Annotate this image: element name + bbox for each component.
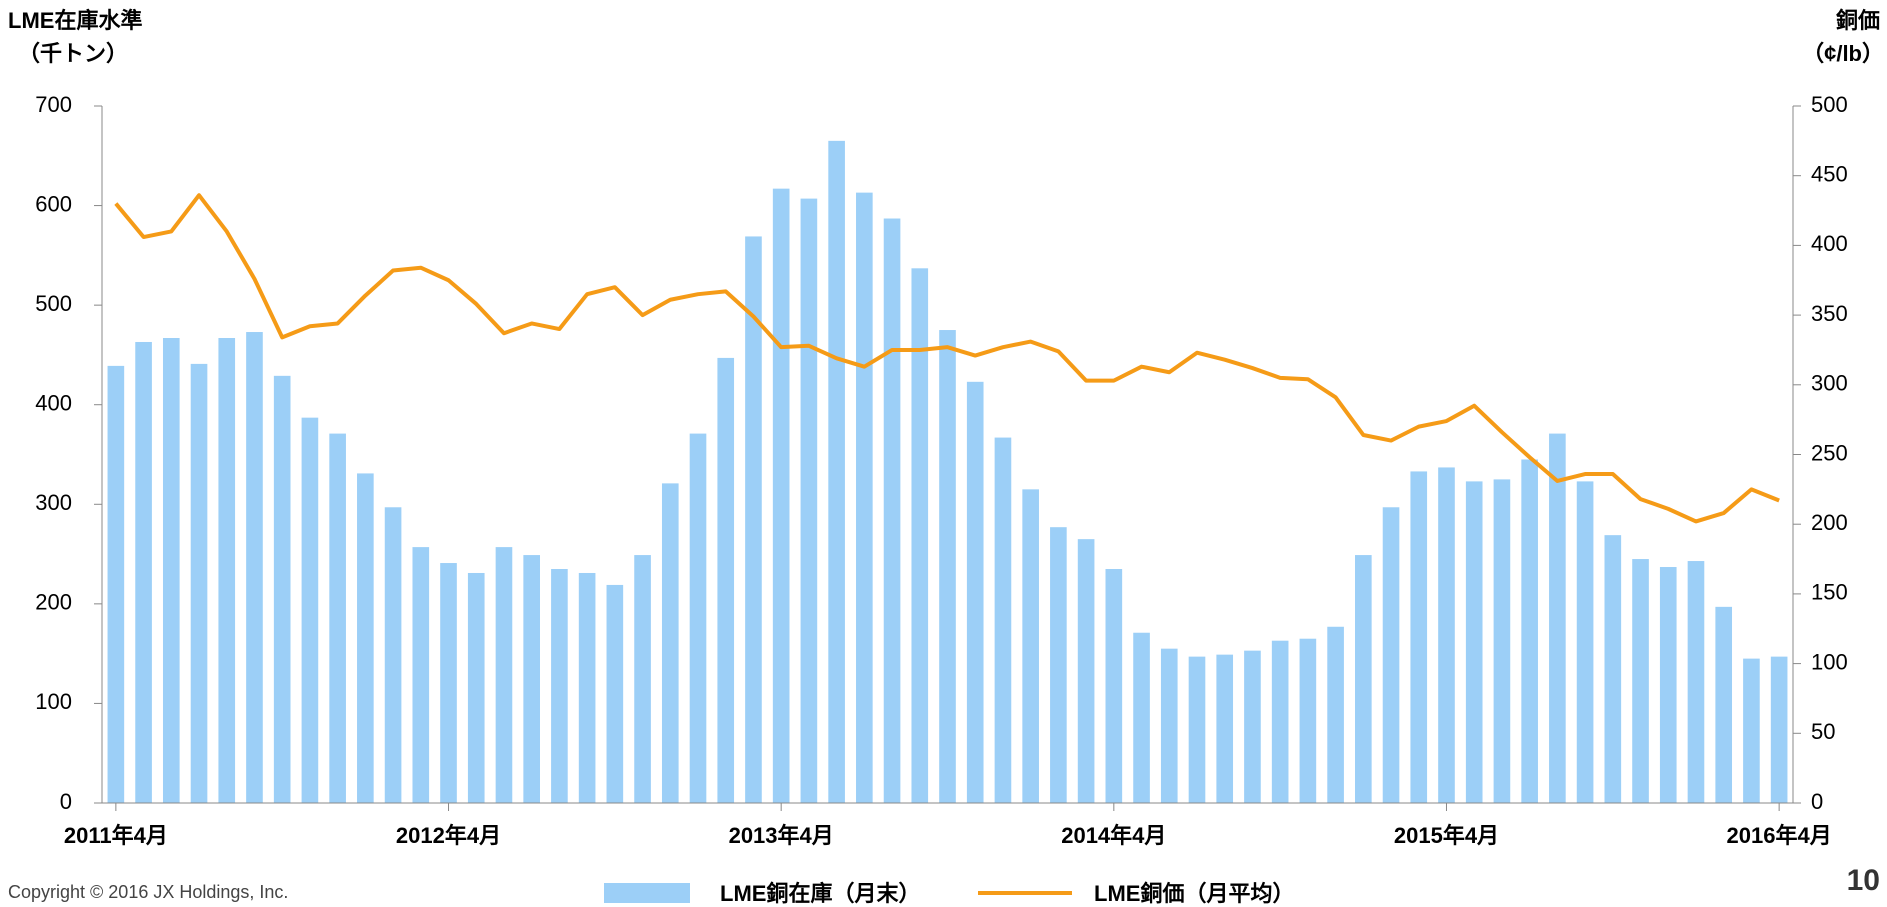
y-tick-label: 700 — [35, 92, 72, 117]
left-axis-title: LME在庫水準 — [8, 8, 142, 33]
bar — [1271, 640, 1289, 803]
y-tick-label: 0 — [60, 789, 72, 814]
bar — [190, 363, 208, 803]
bar — [1493, 479, 1511, 803]
y2-tick-label: 0 — [1811, 789, 1823, 814]
bar — [329, 433, 346, 803]
bar — [1188, 656, 1206, 803]
bar — [357, 473, 374, 803]
bar — [1743, 658, 1760, 803]
bar — [1438, 467, 1455, 803]
bar — [273, 375, 291, 803]
x-tick-label: 2012年4月 — [396, 823, 501, 848]
y2-tick-label: 250 — [1811, 440, 1848, 465]
bar — [1465, 481, 1483, 803]
bar — [1521, 459, 1538, 803]
bar — [856, 192, 873, 803]
x-tick-label: 2011年4月 — [64, 823, 168, 848]
bar — [1770, 656, 1788, 803]
bar — [1216, 654, 1234, 803]
y2-tick-label: 400 — [1811, 231, 1848, 256]
bar — [135, 341, 152, 803]
bar — [1659, 567, 1677, 803]
legend-label: LME銅価（月平均） — [1094, 881, 1294, 906]
bar — [495, 547, 513, 803]
bar — [661, 483, 679, 803]
bar — [1105, 569, 1123, 803]
bar — [1160, 648, 1178, 803]
left-axis-title: （千トン） — [18, 41, 128, 66]
bar — [1244, 650, 1261, 803]
y-tick-label: 600 — [35, 191, 72, 216]
bar — [218, 338, 236, 803]
bar — [1632, 559, 1649, 803]
bar — [689, 433, 707, 803]
page-number: 10 — [1847, 864, 1880, 897]
y2-tick-label: 100 — [1811, 649, 1848, 674]
y2-tick-label: 150 — [1811, 580, 1848, 605]
bar — [994, 437, 1012, 803]
legend-swatch — [604, 883, 690, 903]
bar — [412, 547, 430, 803]
line — [114, 193, 1780, 524]
bar — [828, 140, 845, 804]
bar — [1299, 638, 1317, 803]
y-tick-label: 200 — [35, 590, 72, 615]
bar — [1355, 555, 1372, 803]
y2-tick-label: 350 — [1811, 301, 1848, 326]
bar — [966, 381, 984, 803]
x-tick-label: 2013年4月 — [729, 823, 834, 848]
bar — [467, 572, 485, 803]
bar — [911, 268, 929, 804]
copyright: Copyright © 2016 JX Holdings, Inc. — [8, 882, 288, 902]
bar — [606, 584, 624, 803]
bar — [1549, 433, 1566, 803]
bar — [578, 572, 596, 803]
bar — [523, 555, 540, 803]
bar — [1133, 632, 1150, 803]
bar — [440, 563, 457, 803]
bar — [1715, 606, 1733, 803]
bar — [1327, 626, 1344, 803]
y-tick-label: 400 — [35, 391, 72, 416]
bar — [772, 188, 790, 803]
bar — [1604, 535, 1622, 803]
bar — [384, 507, 402, 803]
y2-tick-label: 500 — [1811, 92, 1848, 117]
x-tick-label: 2015年4月 — [1394, 823, 1499, 848]
y-tick-label: 100 — [35, 689, 72, 714]
y-tick-label: 500 — [35, 291, 72, 316]
bar — [107, 365, 125, 803]
bar — [939, 330, 956, 803]
bar — [551, 569, 568, 803]
bar — [745, 236, 762, 803]
bar — [800, 198, 818, 803]
bar — [1077, 539, 1095, 803]
y2-tick-label: 450 — [1811, 162, 1848, 187]
bar — [883, 218, 901, 803]
y2-tick-label: 300 — [1811, 371, 1848, 396]
x-tick-label: 2014年4月 — [1061, 823, 1166, 848]
bar — [634, 555, 651, 803]
bar — [1576, 481, 1594, 803]
right-axis-title: 銅価 — [1836, 8, 1880, 33]
bar — [301, 417, 319, 803]
bar — [1410, 471, 1428, 803]
y2-tick-label: 50 — [1811, 719, 1835, 744]
y2-tick-label: 200 — [1811, 510, 1848, 535]
bar — [1687, 561, 1705, 803]
bar — [246, 332, 263, 803]
bar — [717, 357, 735, 803]
y-tick-label: 300 — [35, 490, 72, 515]
x-tick-label: 2016年4月 — [1727, 823, 1832, 848]
legend-label: LME銅在庫（月末） — [720, 881, 920, 906]
bar — [1050, 527, 1067, 803]
bar — [162, 338, 180, 803]
bar — [1382, 507, 1400, 803]
right-axis-title: （¢/lb） — [1802, 41, 1884, 66]
bar — [1022, 489, 1039, 803]
